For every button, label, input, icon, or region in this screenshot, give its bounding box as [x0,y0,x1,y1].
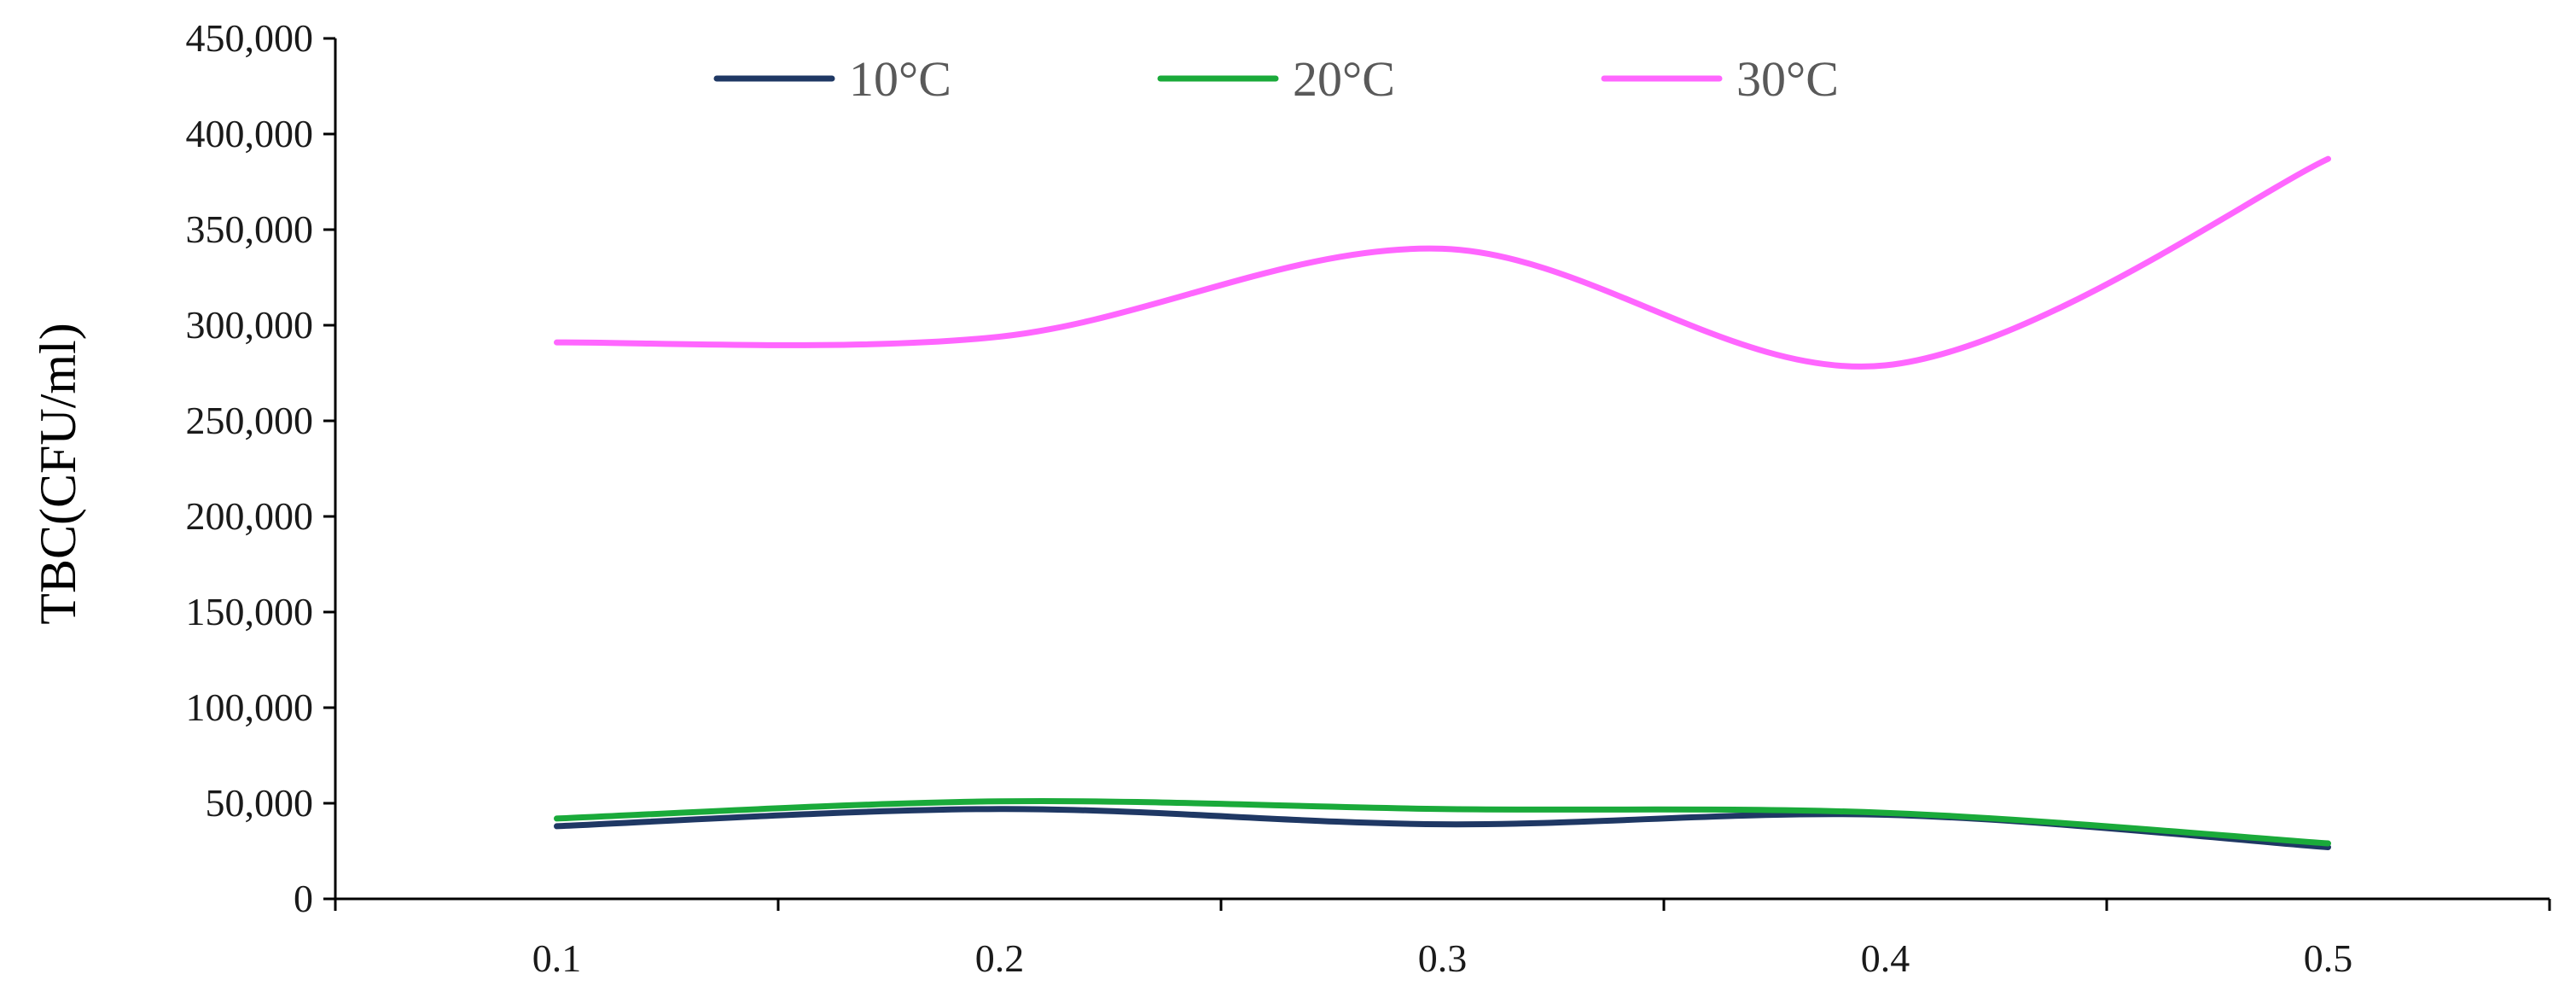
legend-label: 10°C [849,51,951,107]
legend-item: 20°C [1157,51,1395,107]
y-tick-label: 450,000 [186,16,314,60]
y-axis-title: TBC(CFU/ml) [30,323,86,624]
series-line-1 [554,806,2331,851]
legend: 10°C 20°C 30°C [713,51,1839,107]
y-tick-label: 150,000 [186,590,314,633]
y-tick-label: 0 [294,877,313,920]
x-tick-label: 0.1 [532,936,582,980]
y-tick-label: 100,000 [186,685,314,729]
x-tick-label: 0.3 [1418,936,1468,980]
series-layer [554,155,2331,851]
y-tick-label: 300,000 [186,303,314,347]
y-tick-label: 400,000 [186,112,314,155]
y-tick-label: 200,000 [186,494,314,538]
legend-label: 20°C [1293,51,1395,107]
legend-label: 30°C [1736,51,1839,107]
y-tick-label: 350,000 [186,207,314,251]
x-tick-label: 0.5 [2304,936,2353,980]
legend-item: 30°C [1601,51,1839,107]
x-tick-label: 0.4 [1861,936,1910,980]
x-axis: 0.1 0.2 0.3 0.4 0.5 [334,897,2551,980]
legend-item: 10°C [713,51,951,107]
y-tick-label: 50,000 [206,781,314,825]
x-tick-label: 0.2 [975,936,1025,980]
y-axis: 0 50,000 100,000 150,000 200,000 250,000 300,0… [186,16,337,920]
series-line-3 [554,155,2331,370]
y-tick-label: 250,000 [186,399,314,442]
series-line-2 [554,797,2331,847]
